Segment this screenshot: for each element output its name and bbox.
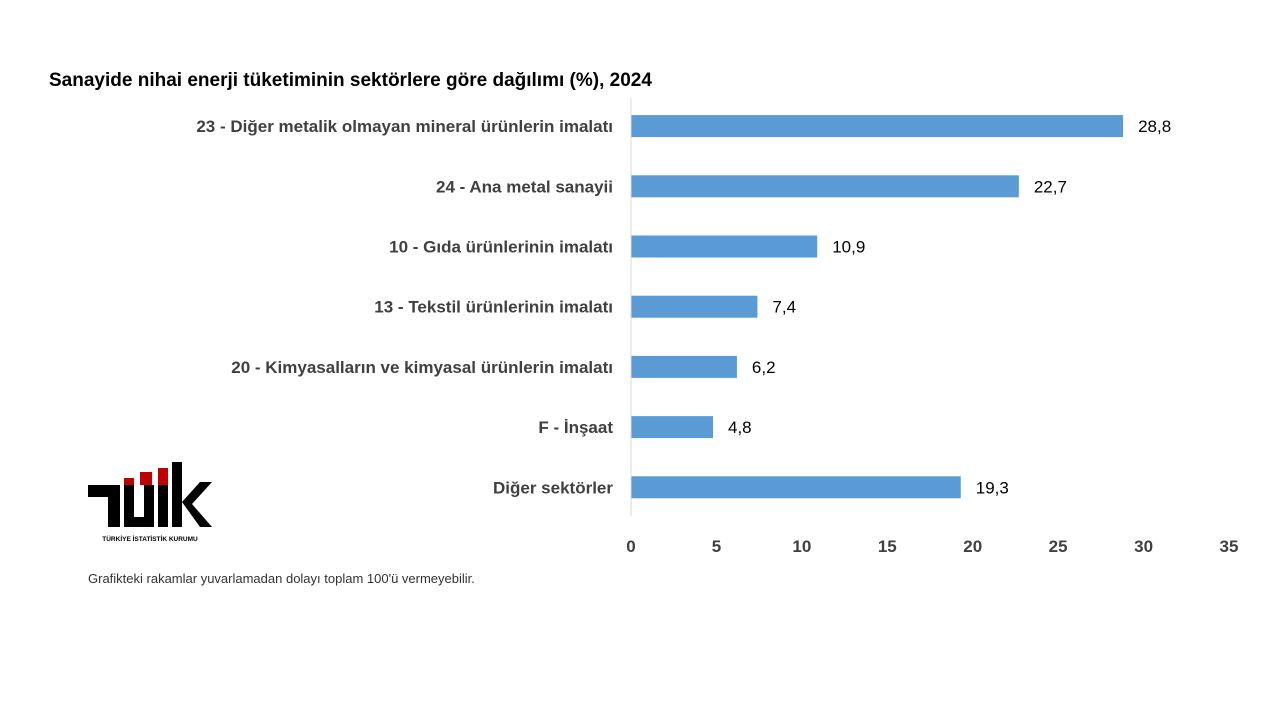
x-tick-label: 20 <box>963 537 982 556</box>
category-label: 24 - Ana metal sanayii <box>436 177 613 196</box>
category-label: 13 - Tekstil ürünlerinin imalatı <box>374 298 613 317</box>
bar <box>631 476 961 499</box>
category-label: F - İnşaat <box>538 418 613 437</box>
x-tick-label: 35 <box>1220 537 1239 556</box>
category-label: Diğer sektörler <box>493 478 613 497</box>
footnote: Grafikteki rakamlar yuvarlamadan dolayı … <box>88 571 475 586</box>
tuik-logo: TÜRKİYE İSTATİSTİK KURUMU <box>88 462 212 543</box>
data-label: 4,8 <box>728 418 752 437</box>
x-tick-label: 30 <box>1134 537 1153 556</box>
x-tick-label: 5 <box>712 537 721 556</box>
category-label: 20 - Kimyasalların ve kimyasal ürünlerin… <box>231 358 613 377</box>
x-tick-label: 0 <box>626 537 635 556</box>
bar <box>631 416 714 439</box>
category-label: 23 - Diğer metalik olmayan mineral ürünl… <box>196 117 613 136</box>
x-tick-label: 10 <box>792 537 811 556</box>
data-label: 28,8 <box>1138 117 1171 136</box>
bar <box>631 235 818 258</box>
logo-subtitle: TÜRKİYE İSTATİSTİK KURUMU <box>102 534 198 543</box>
bar <box>631 295 758 318</box>
x-tick-label: 25 <box>1049 537 1068 556</box>
category-label: 10 - Gıda ürünlerinin imalatı <box>389 238 613 257</box>
chart-title: Sanayide nihai enerji tüketiminin sektör… <box>49 70 652 91</box>
data-label: 7,4 <box>772 298 796 317</box>
data-label: 10,9 <box>832 238 865 257</box>
bar <box>631 115 1124 138</box>
data-label: 19,3 <box>976 478 1009 497</box>
data-label: 22,7 <box>1034 177 1067 196</box>
bar <box>631 355 737 378</box>
data-label: 6,2 <box>752 358 776 377</box>
bar <box>631 175 1019 198</box>
x-tick-label: 15 <box>878 537 897 556</box>
